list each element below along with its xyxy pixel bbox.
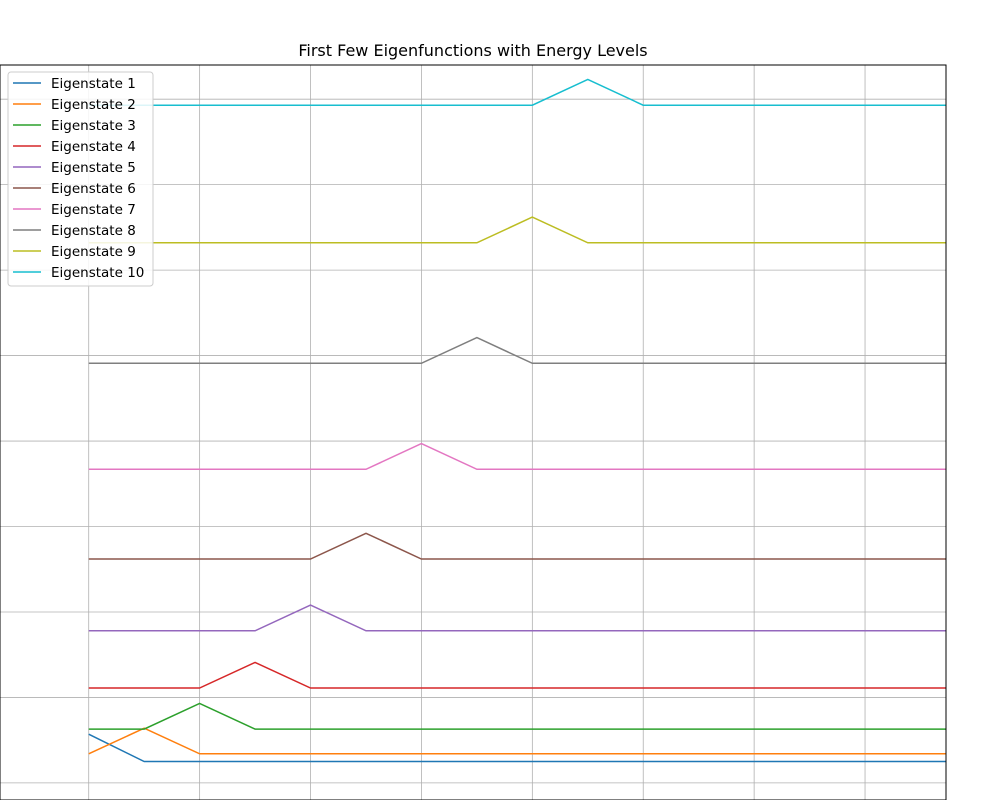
series-line-6 (88, 532, 946, 560)
chart-title: First Few Eigenfunctions with Energy Lev… (298, 41, 647, 60)
legend: Eigenstate 1 Eigenstate 2 Eigenstate 3 Eige… (7, 71, 154, 287)
legend-label: Eigenstate 2 (51, 97, 136, 113)
series-line-10 (88, 78, 946, 106)
legend-label: Eigenstate 8 (51, 223, 136, 239)
series-line-7 (88, 442, 946, 471)
series-line-4 (88, 661, 946, 689)
legend-label: Eigenstate 9 (51, 244, 136, 260)
series-line-2 (88, 727, 946, 755)
legend-label: Eigenstate 4 (51, 139, 136, 155)
legend-label: Eigenstate 3 (51, 118, 136, 134)
series-line-5 (88, 604, 946, 632)
legend-label: Eigenstate 10 (51, 265, 144, 281)
series-layer (88, 78, 946, 763)
legend-label: Eigenstate 5 (51, 160, 136, 176)
plot-frame (0, 64, 947, 800)
grid (0, 65, 946, 800)
series-line-9 (88, 216, 946, 244)
legend-label: Eigenstate 6 (51, 181, 136, 197)
legend-label: Eigenstate 7 (51, 202, 136, 218)
series-line-8 (88, 336, 946, 365)
legend-label: Eigenstate 1 (51, 76, 136, 92)
series-line-3 (88, 702, 946, 730)
series-line-1 (88, 733, 946, 763)
legend-box (7, 71, 154, 287)
